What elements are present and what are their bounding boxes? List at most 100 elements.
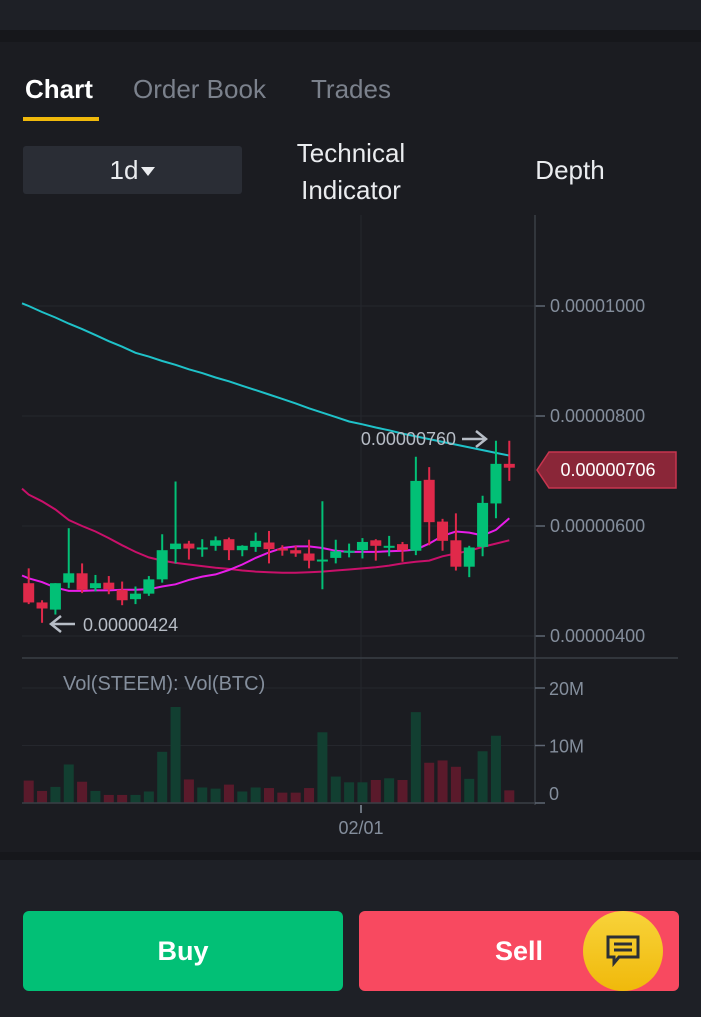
candle-body: [370, 540, 382, 546]
candle-body: [223, 539, 235, 551]
candle-body: [143, 579, 155, 594]
candle-up: [356, 538, 368, 559]
price-tick-label: 0.00000600: [550, 516, 645, 536]
volume-title: Vol(STEEM): Vol(BTC): [63, 673, 265, 695]
candle-body: [250, 540, 262, 547]
candle-down: [223, 537, 235, 561]
volume-bar: [103, 794, 114, 803]
candle-body: [477, 502, 489, 547]
candle-up: [49, 583, 61, 615]
volume-bar: [504, 790, 515, 803]
chat-bubble-icon: [606, 935, 640, 968]
candle-up: [343, 543, 355, 558]
candle-down: [183, 540, 195, 560]
volume-bar: [450, 766, 461, 803]
volume-bar: [210, 788, 221, 803]
buy-button[interactable]: Buy: [23, 911, 343, 991]
interval-dropdown[interactable]: 1d: [23, 146, 242, 194]
technical-indicator-button[interactable]: Technical Indicator: [271, 135, 431, 209]
candle-body: [410, 480, 422, 551]
candle-body: [437, 521, 449, 541]
candle-down: [290, 545, 302, 557]
volume-bar: [77, 781, 88, 803]
candle-down: [397, 541, 408, 562]
candle-down: [303, 539, 315, 569]
volume-bar: [384, 778, 395, 803]
candle-up: [170, 481, 182, 564]
volume-bar: [197, 787, 208, 803]
candle-body: [236, 545, 248, 551]
candle-down: [76, 563, 88, 594]
candle-up: [477, 495, 489, 557]
active-tab-indicator: [23, 117, 99, 121]
current-price-value: 0.00000706: [560, 460, 655, 480]
chat-button[interactable]: [583, 911, 663, 991]
time-tick-label: 02/01: [338, 818, 383, 838]
volume-bar: [170, 706, 181, 803]
volume-bar: [490, 735, 501, 803]
arrow-right-icon: [462, 430, 489, 448]
candle-body: [303, 553, 315, 561]
candle-up: [196, 539, 208, 557]
candle-up: [63, 528, 75, 589]
volume-bar: [23, 780, 34, 803]
tab-trades[interactable]: Trades: [311, 74, 391, 104]
candle-body: [76, 573, 88, 590]
arrow-left-icon: [48, 615, 75, 633]
divider: [0, 30, 701, 42]
candle-body: [450, 540, 462, 567]
technical-indicator-label-line1: Technical: [296, 138, 406, 168]
technical-indicator-label-line2: Indicator: [301, 175, 401, 205]
candle-up: [250, 532, 262, 552]
candle-body: [130, 593, 141, 600]
volume-tick-label: 20M: [549, 679, 584, 699]
candle-body: [290, 550, 302, 554]
volume-bar: [477, 751, 488, 803]
candle-down: [370, 539, 382, 561]
axes: 0.00001000 0.00000800 0.00000600 0.00000400…: [22, 215, 678, 838]
candle-up: [143, 576, 155, 596]
candle-body: [276, 548, 288, 551]
candle-body: [423, 479, 435, 523]
divider: [0, 852, 701, 860]
candle-down: [116, 581, 128, 606]
candle-body: [49, 583, 61, 610]
candle-body: [316, 559, 328, 562]
volume-bar: [370, 780, 381, 803]
volume-bar: [277, 792, 288, 803]
candle-body: [103, 582, 115, 590]
moving-averages: [21, 302, 510, 592]
volume-bar: [157, 751, 168, 803]
candle-up: [490, 440, 502, 519]
tab-order-book[interactable]: Order Book: [133, 74, 266, 104]
candle-down: [276, 545, 288, 556]
candle-body: [330, 551, 342, 558]
volume-bar: [63, 764, 74, 803]
depth-button[interactable]: Depth: [535, 155, 605, 185]
volume-bar: [397, 780, 408, 803]
candle-up: [156, 534, 168, 583]
candle-down: [503, 440, 515, 481]
candle-body: [183, 543, 195, 549]
volume-bar: [143, 791, 154, 803]
candle-body: [170, 543, 182, 550]
volume-bar: [357, 782, 368, 803]
tab-chart[interactable]: Chart: [25, 74, 93, 104]
volume-bar: [410, 712, 421, 803]
candle-body: [116, 589, 128, 601]
candlestick-chart[interactable]: 0.00001000 0.00000800 0.00000600 0.00000400…: [0, 215, 701, 845]
volume-bar: [264, 788, 274, 803]
volume-bar: [304, 788, 315, 803]
candle-body: [490, 463, 502, 504]
candle-down: [263, 530, 275, 564]
candle-up: [330, 539, 342, 564]
volume-bar: [117, 794, 128, 803]
volume-tick-label: 0: [549, 784, 559, 804]
volume-bar: [90, 790, 101, 803]
candle-down: [437, 518, 449, 551]
grid: [22, 215, 535, 803]
candle-up: [463, 545, 475, 578]
volume-bars: [23, 706, 515, 803]
candle-body: [196, 547, 208, 550]
candle-up: [383, 535, 395, 557]
